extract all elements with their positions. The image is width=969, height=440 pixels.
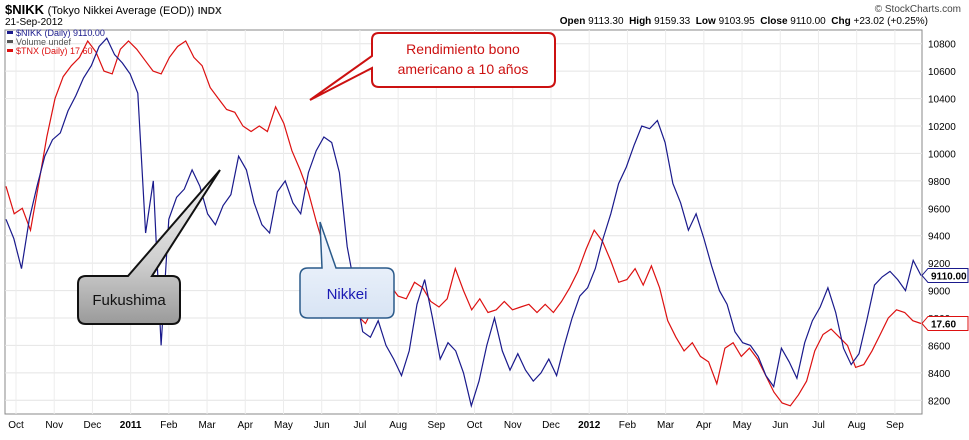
x-tick-label: Feb [160, 420, 178, 431]
plot-frame [4, 29, 923, 415]
last-value-tags: 9110.00 17.60 [921, 267, 969, 331]
chart-date: 21-Sep-2012 [5, 17, 63, 28]
y-tick-label: 10400 [928, 95, 956, 106]
low-label: Low [695, 16, 716, 27]
callout-bond-line2: americano a 10 años [398, 61, 529, 77]
series-layer [5, 37, 922, 409]
x-tick-label: Oct [8, 420, 24, 431]
series-line-tnx [5, 39, 922, 407]
low-value: 9103.95 [718, 16, 755, 27]
last-value-tag-nikk: 9110.00 [921, 267, 969, 283]
callout-bond-line1: Rendimiento bono [406, 41, 520, 57]
symbol: $NIKK [5, 2, 45, 17]
y-tick-label: 10000 [928, 149, 956, 160]
close-value: 9110.00 [790, 16, 826, 27]
legend-swatch [7, 40, 13, 43]
y-tick-label: 8200 [928, 396, 951, 407]
x-tick-label: May [274, 420, 293, 431]
open-label: Open [559, 16, 586, 27]
x-tick-label: Jul [812, 420, 825, 431]
legend-entry: Volume undef [16, 37, 72, 47]
open-value: 9113.30 [588, 16, 624, 27]
x-tick-label: Jun [772, 420, 788, 431]
x-tick-label: Sep [886, 420, 904, 431]
last-value-text: 9110.00 [931, 271, 967, 282]
exchange: INDX [197, 6, 222, 17]
last-value-tag-tnx: 17.60 [921, 315, 969, 331]
x-tick-label: 2012 [578, 420, 601, 431]
y-tick-label: 9800 [928, 177, 951, 188]
symbol-description: (Tokyo Nikkei Average (EOD)) [47, 5, 195, 17]
y-tick-label: 8400 [928, 369, 951, 380]
close-label: Close [760, 16, 788, 27]
x-tick-label: Apr [237, 420, 253, 431]
y-axis: 8200840086008800900092009400960098001000… [928, 40, 956, 408]
brand-watermark: © StockCharts.com [874, 4, 961, 15]
x-tick-label: Mar [657, 420, 675, 431]
high-label: High [629, 16, 652, 27]
x-tick-label: 2011 [120, 420, 142, 431]
symbol-title: $NIKK (Tokyo Nikkei Average (EOD)) INDX [5, 2, 222, 17]
x-tick-label: Nov [45, 420, 63, 431]
legend-entry: $NIKK (Daily) 9110.00 [16, 28, 105, 38]
x-tick-label: Feb [619, 420, 637, 431]
x-tick-label: Jul [354, 420, 367, 431]
chg-value: +23.02 (+0.25%) [853, 16, 929, 27]
legend-entry: $TNX (Daily) 17.60 [16, 46, 93, 56]
series-line-nikk [5, 37, 922, 409]
y-tick-label: 8600 [928, 341, 951, 352]
callout-fukushima: Fukushima [77, 169, 221, 325]
y-tick-label: 9400 [928, 232, 951, 243]
legend-swatch [7, 49, 13, 52]
y-tick-label: 9200 [928, 259, 951, 270]
x-axis: Oct Nov Dec 2011 Feb Mar Apr May Jun Jul Aug Sep Oct… [8, 420, 904, 431]
x-tick-label: Aug [389, 420, 407, 431]
ohlc-readout: Open 9113.30 High 9159.33 Low 9103.95 Cl… [560, 16, 928, 27]
callout-fukushima-text: Fukushima [92, 292, 166, 309]
y-tick-label: 9000 [928, 287, 951, 298]
x-tick-label: Aug [848, 420, 866, 431]
x-tick-label: Jun [314, 420, 330, 431]
x-tick-label: Apr [696, 420, 712, 431]
legend-swatch [7, 31, 13, 34]
y-tick-label: 9600 [928, 204, 951, 215]
x-tick-label: Dec [84, 420, 102, 431]
last-value-text: 17.60 [931, 319, 956, 330]
y-tick-label: 10800 [928, 40, 956, 51]
x-tick-label: Dec [542, 420, 560, 431]
callout-nikkei: Nikkei [299, 221, 395, 319]
callout-nikkei-text: Nikkei [327, 286, 368, 303]
x-tick-label: Nov [504, 420, 522, 431]
chg-label: Chg [831, 16, 851, 27]
y-tick-label: 10600 [928, 67, 956, 78]
x-tick-label: May [733, 420, 752, 431]
x-tick-label: Sep [427, 420, 445, 431]
x-tick-label: Mar [198, 420, 216, 431]
y-tick-label: 10200 [928, 122, 956, 133]
x-tick-label: Oct [467, 420, 483, 431]
high-value: 9159.33 [654, 16, 691, 27]
callout-bond: Rendimiento bono americano a 10 años [309, 32, 556, 101]
